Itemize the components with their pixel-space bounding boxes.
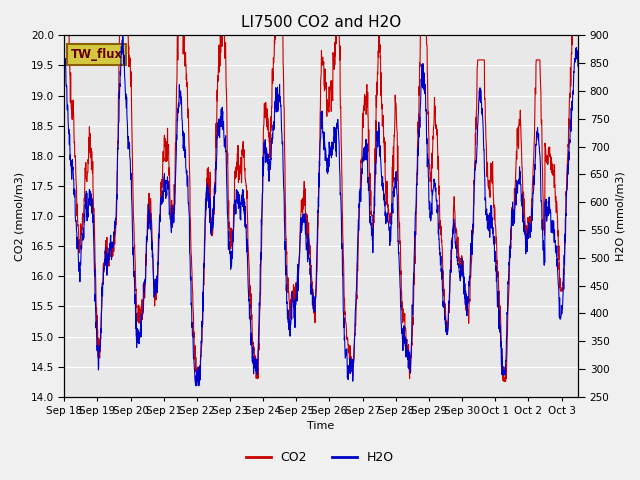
- Title: LI7500 CO2 and H2O: LI7500 CO2 and H2O: [241, 15, 401, 30]
- Y-axis label: CO2 (mmol/m3): CO2 (mmol/m3): [15, 171, 25, 261]
- Legend: CO2, H2O: CO2, H2O: [241, 446, 399, 469]
- X-axis label: Time: Time: [307, 421, 335, 432]
- Text: TW_flux: TW_flux: [70, 48, 122, 61]
- Y-axis label: H2O (mmol/m3): H2O (mmol/m3): [615, 171, 625, 261]
